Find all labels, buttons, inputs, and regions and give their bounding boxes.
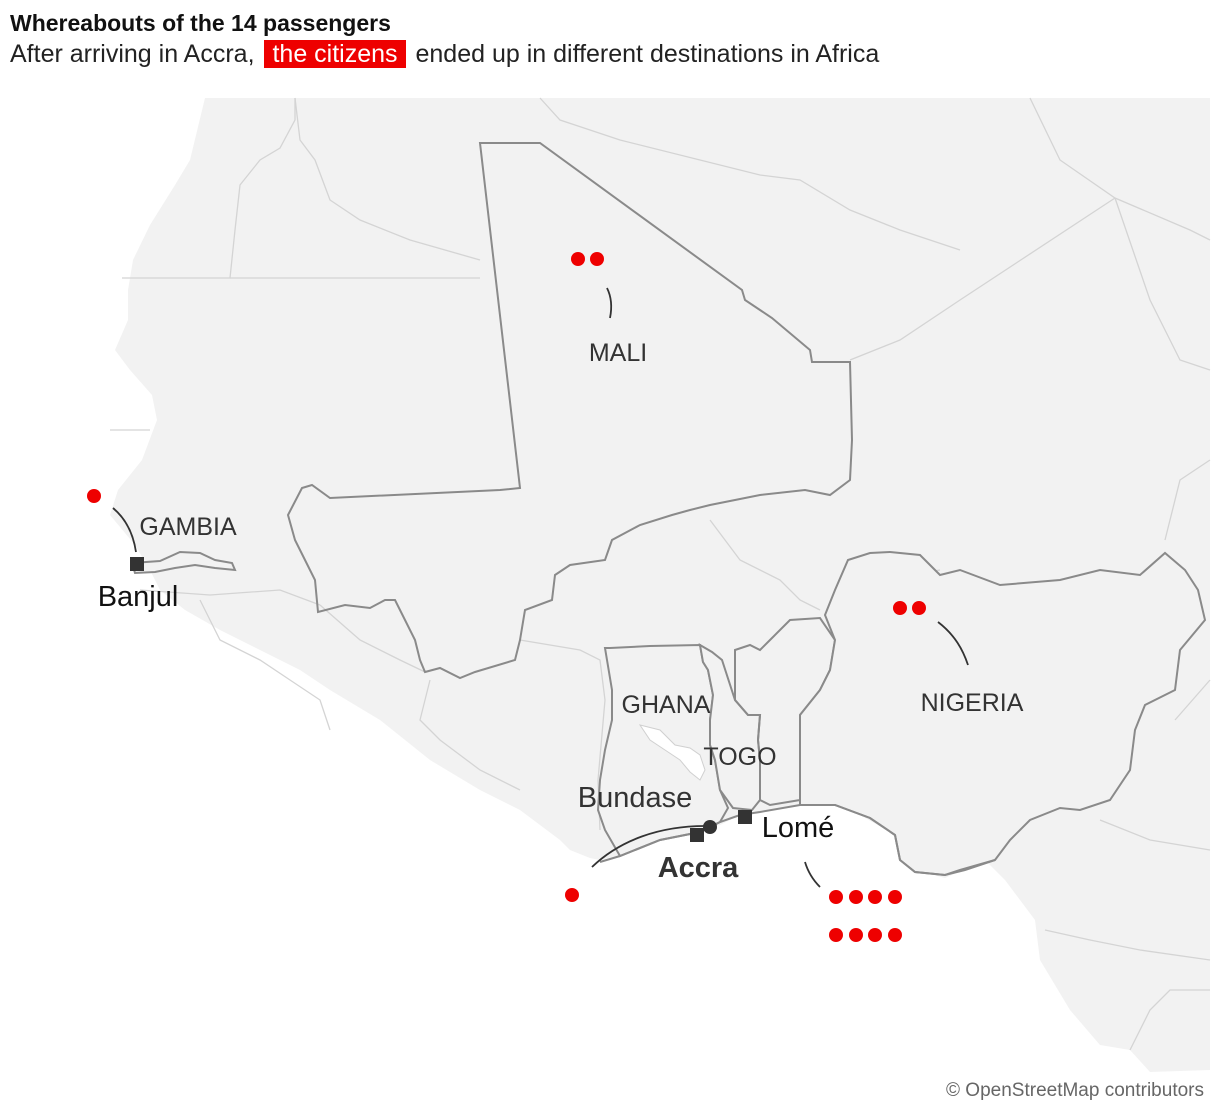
togo-dot <box>888 928 902 942</box>
chart-title: Whereabouts of the 14 passengers <box>10 10 391 36</box>
chart-header: Whereabouts of the 14 passengers After a… <box>10 8 1210 70</box>
label-bundase: Bundase <box>578 782 693 814</box>
togo-dot <box>849 890 863 904</box>
label-nigeria: NIGERIA <box>921 689 1024 717</box>
label-lome: Lomé <box>762 812 835 844</box>
lome-marker <box>738 810 752 824</box>
gambia-border <box>130 550 237 575</box>
mali-dot <box>571 252 585 266</box>
gambia-dot <box>87 489 101 503</box>
subtitle-after: ended up in different destinations in Af… <box>415 40 880 68</box>
nigeria-border <box>799 550 1207 877</box>
label-ghana: GHANA <box>622 691 711 719</box>
accra-marker <box>690 828 704 842</box>
subtitle-before: After arriving in Accra, <box>10 40 255 68</box>
label-accra: Accra <box>658 852 739 884</box>
attribution: © OpenStreetMap contributors <box>946 1080 1204 1101</box>
nigeria-dot <box>912 601 926 615</box>
togo-dot <box>829 928 843 942</box>
subtitle-highlight: the citizens <box>264 40 406 68</box>
label-mali: MALI <box>589 339 647 367</box>
ghana-dot <box>565 888 579 902</box>
mali-dot <box>590 252 604 266</box>
chart-subtitle: After arriving in Accra, the citizens en… <box>10 38 1210 70</box>
coastline <box>599 804 996 877</box>
passenger-dots <box>87 252 926 942</box>
label-banjul: Banjul <box>98 581 179 613</box>
mali-border <box>286 142 854 680</box>
leader-lines <box>112 287 969 888</box>
togo-dot <box>888 890 902 904</box>
other-borders <box>110 97 1211 1051</box>
label-togo: TOGO <box>703 743 776 771</box>
bundase-marker <box>703 820 717 834</box>
label-gambia: GAMBIA <box>139 513 237 541</box>
togo-dot <box>849 928 863 942</box>
togo-dot <box>868 890 882 904</box>
togo-dot <box>829 890 843 904</box>
togo-dot <box>868 928 882 942</box>
nigeria-dot <box>893 601 907 615</box>
banjul-marker <box>130 557 144 571</box>
lake-volta <box>638 724 706 781</box>
